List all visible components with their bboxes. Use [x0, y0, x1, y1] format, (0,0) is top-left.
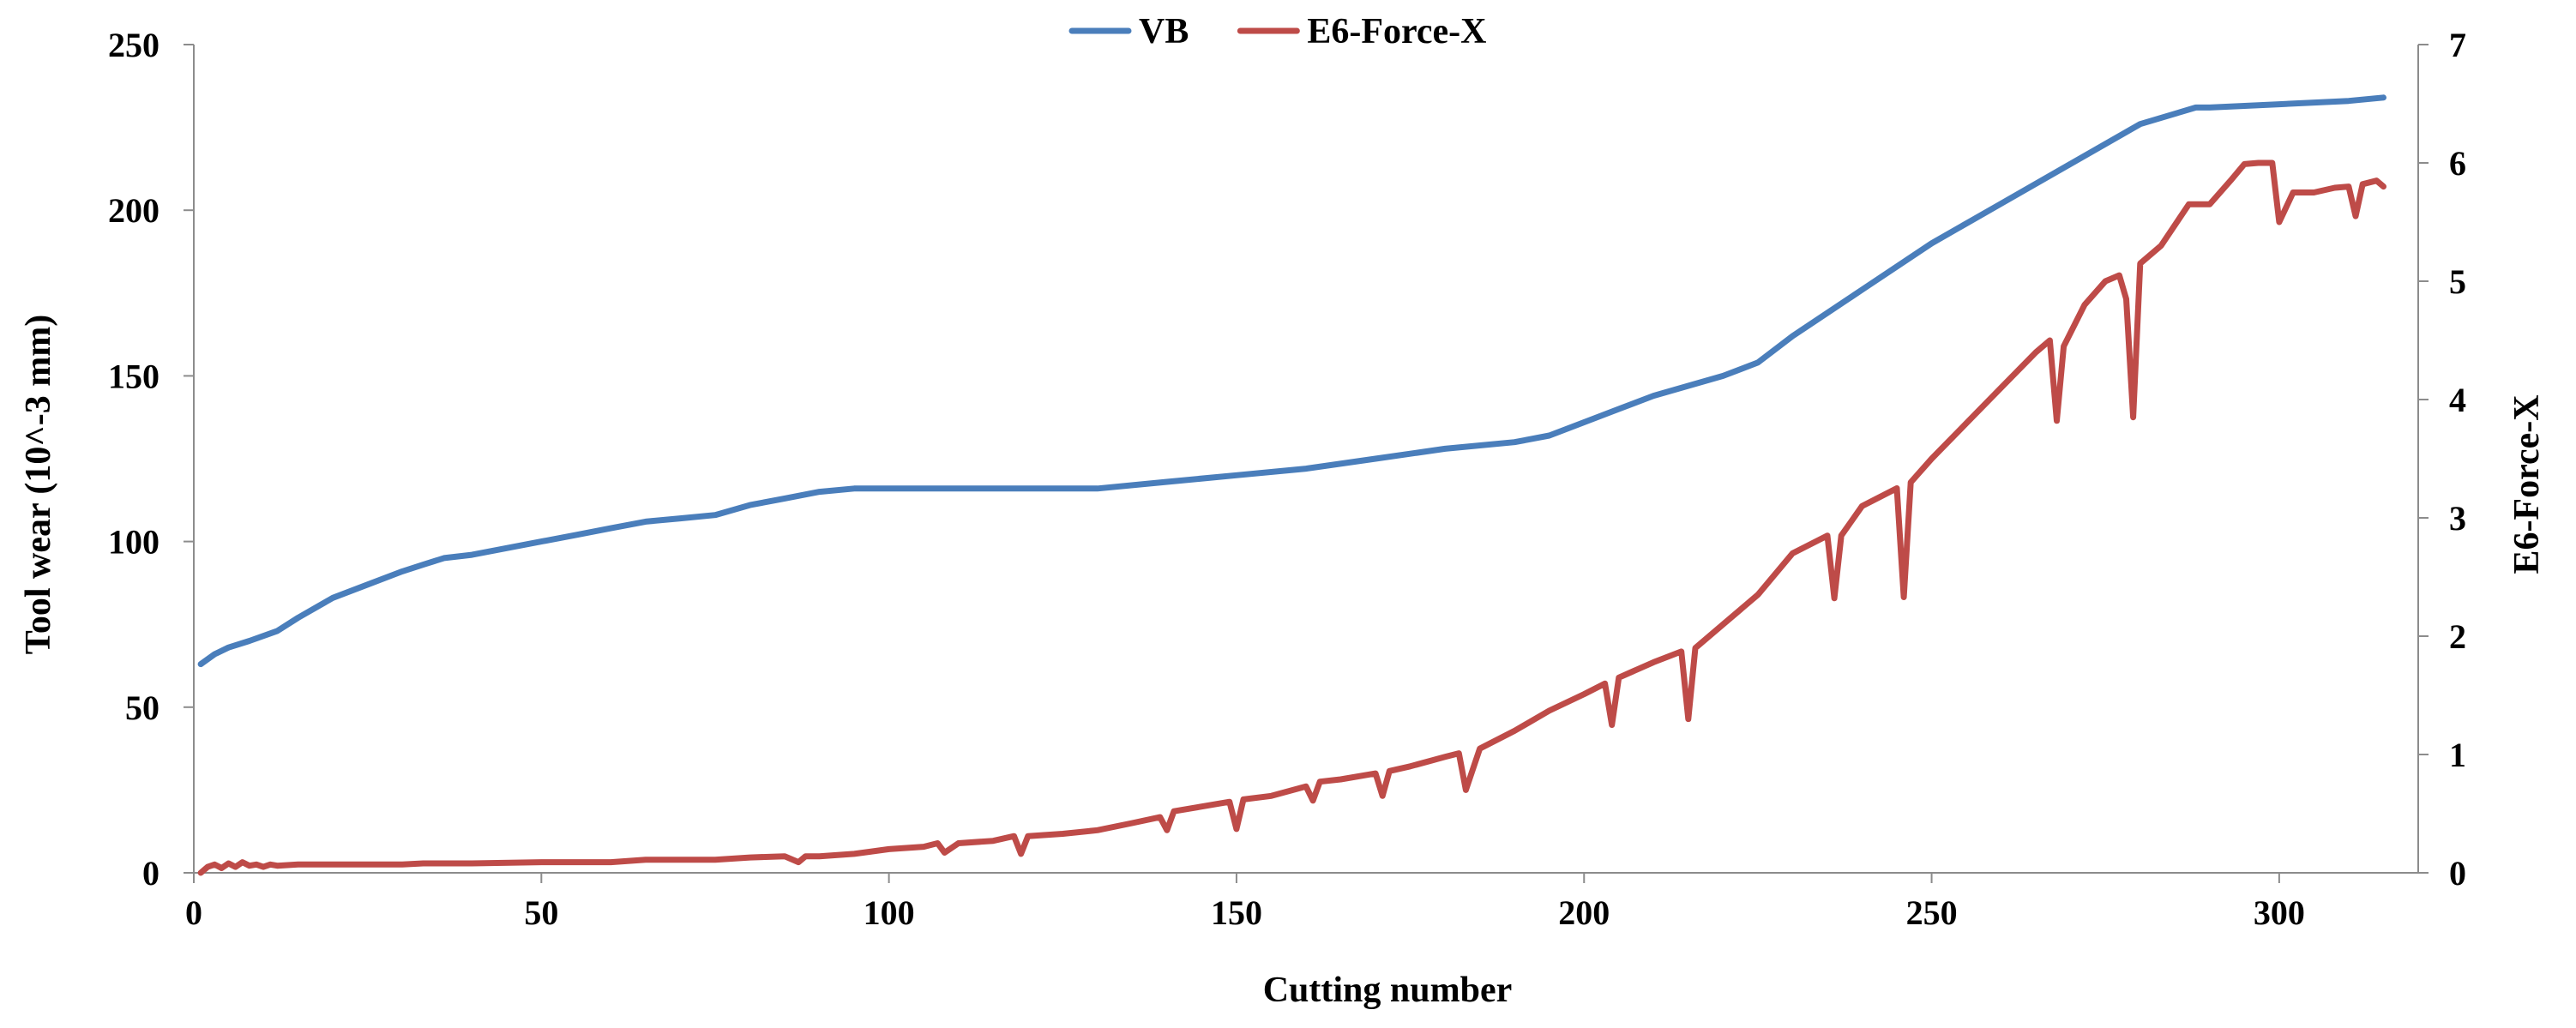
y-tick-label: 250	[108, 26, 159, 64]
series-line-vb	[197, 94, 2386, 668]
y-tick-label: 150	[108, 357, 159, 395]
y-tick-label: 50	[125, 688, 159, 727]
series-line-e6-force-x	[197, 159, 2386, 876]
y2-tick-label: 5	[2449, 262, 2466, 301]
x-tick-label: 0	[185, 893, 202, 932]
x-tick-label: 200	[1558, 893, 1610, 932]
legend: VB E6-Force-X	[1068, 12, 1487, 51]
x-axis-title: Cutting number	[1263, 971, 1513, 1010]
y2-tick-label: 1	[2449, 736, 2466, 774]
x-tick-label: 100	[864, 893, 915, 932]
x-tick-label: 300	[2254, 893, 2305, 932]
y2-tick-label: 6	[2449, 144, 2466, 183]
y-tick-label: 100	[108, 523, 159, 562]
y2-tick-label: 3	[2449, 499, 2466, 538]
x-tick-label: 150	[1211, 893, 1262, 932]
y-tick-label: 200	[108, 191, 159, 230]
y2-tick-label: 0	[2449, 854, 2466, 893]
y2-tick-label: 2	[2449, 617, 2466, 656]
legend-label-vb: VB	[1139, 12, 1189, 51]
x-tick-label: 50	[524, 893, 558, 932]
axes-layer: 0 50 100 150 200 250 300 0 50 100 150 200 250 0 1 2 3 4 5 6…	[108, 26, 2466, 932]
y2-tick-label: 7	[2449, 26, 2466, 64]
x-tick-label: 250	[1906, 893, 1958, 932]
y2-axis-title: E6-Force-X	[2507, 394, 2547, 574]
legend-label-e6-force-x: E6-Force-X	[1307, 12, 1486, 51]
y2-tick-label: 4	[2449, 381, 2466, 419]
series-layer	[197, 94, 2386, 876]
y-tick-label: 0	[142, 854, 159, 893]
y-axis-title: Tool wear (10^-3 mm)	[19, 315, 58, 655]
